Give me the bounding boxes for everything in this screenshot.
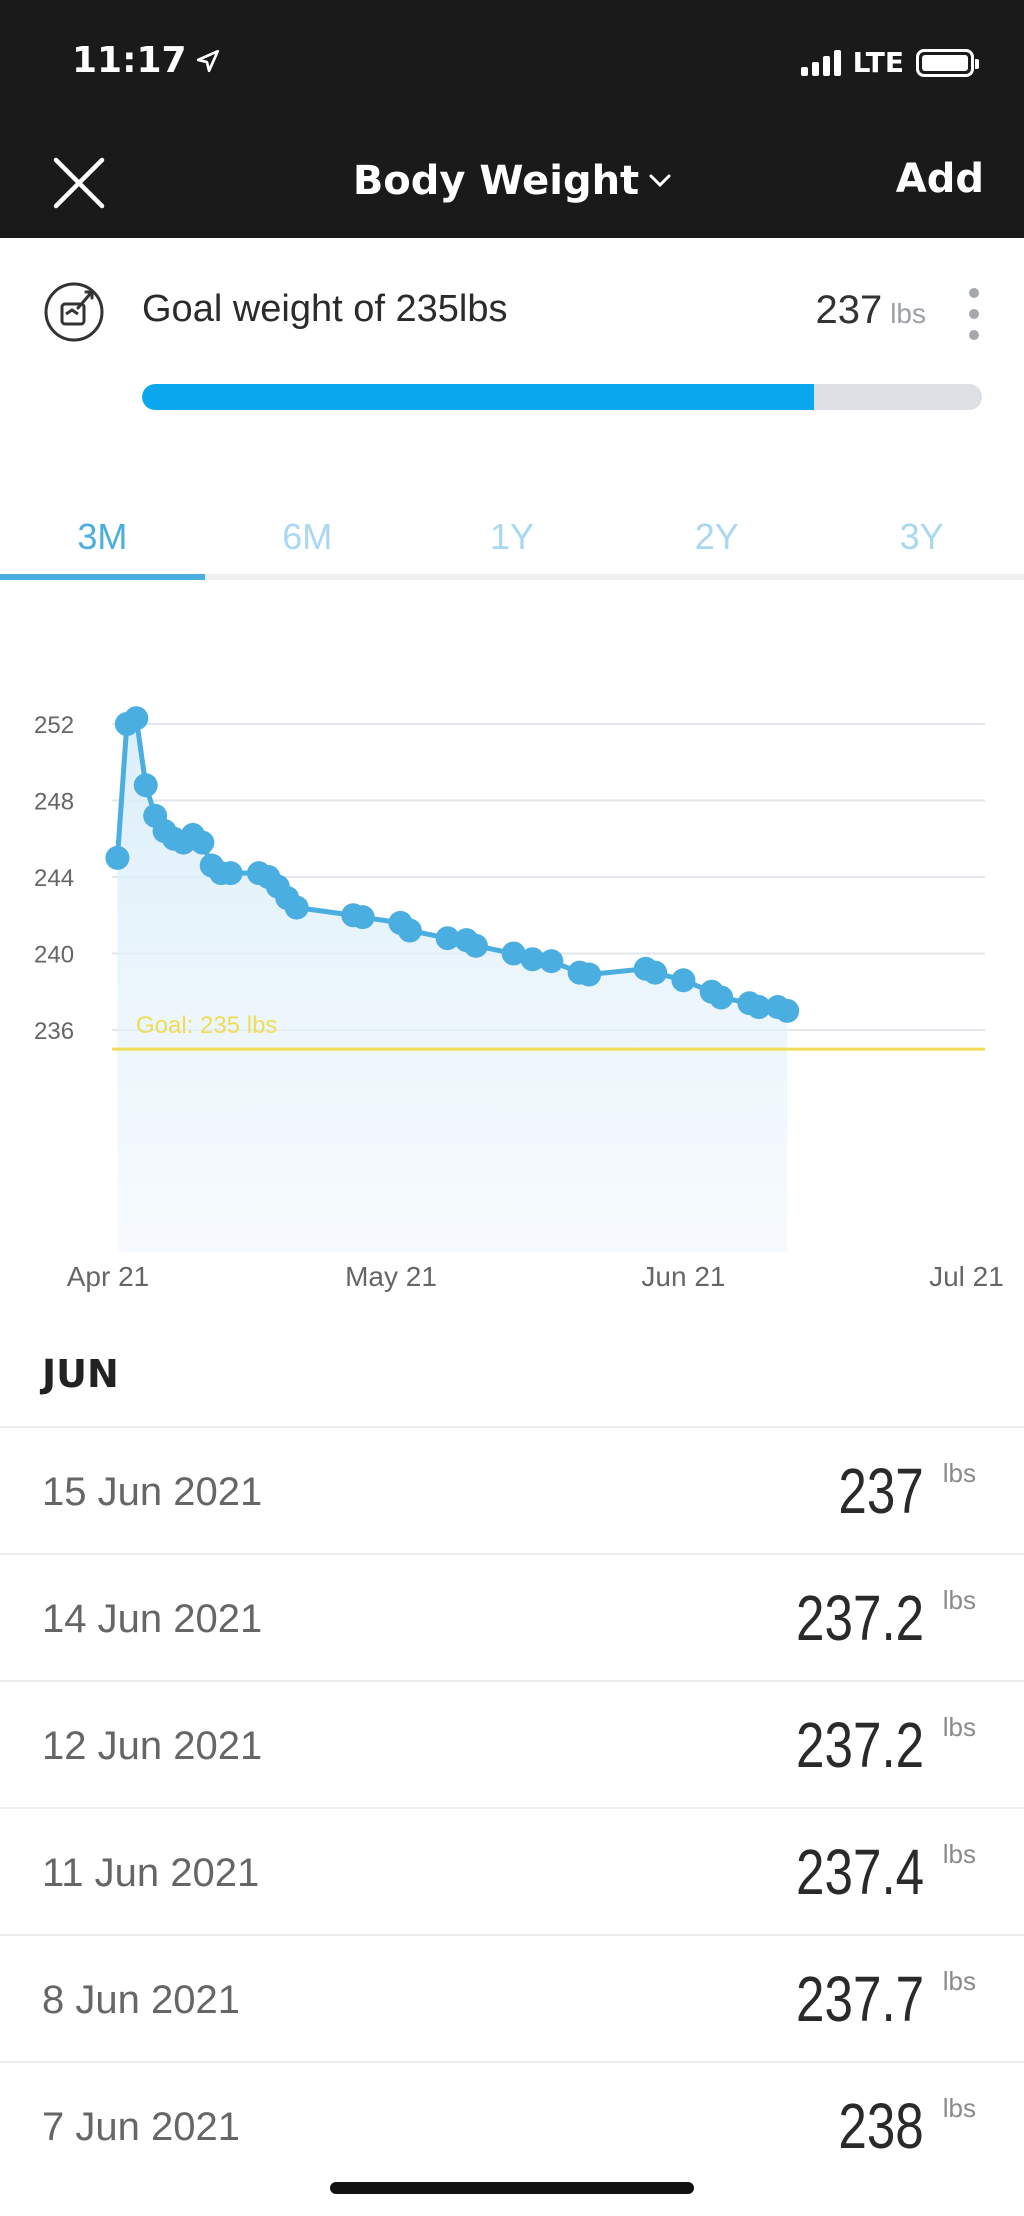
entry-unit: lbs [942, 2093, 976, 2123]
data-point [671, 968, 696, 993]
data-point [218, 861, 243, 886]
entry-date: 8 Jun 2021 [42, 1978, 240, 2022]
add-button[interactable]: Add [895, 156, 984, 202]
status-indicators: LTE [800, 46, 979, 79]
home-indicator[interactable] [330, 2182, 694, 2194]
network-label: LTE [852, 46, 904, 79]
weight-chart[interactable]: 252 248 244 240 236 Goal: 235 lbs Apr 21 May 21… [0, 600, 1024, 1300]
area-fill [117, 718, 788, 1252]
goal-line-label: Goal: 235 lbs [136, 1012, 277, 1039]
entry-unit: lbs [942, 1966, 976, 1996]
data-point [463, 933, 488, 958]
chevron-down-icon [649, 174, 671, 188]
entry-unit: lbs [942, 1839, 976, 1869]
current-weight-unit: lbs [890, 298, 926, 329]
entry-value: 237.2 [795, 1582, 924, 1654]
weight-entry-row[interactable]: 12 Jun 2021 237.2 lbs [0, 1680, 1024, 1807]
tab-1y[interactable]: 1Y [489, 516, 535, 557]
data-point [133, 773, 158, 798]
current-weight: 237 lbs [815, 288, 926, 333]
weight-entry-row[interactable]: 8 Jun 2021 237.7 lbs [0, 1934, 1024, 2061]
data-point [124, 706, 149, 731]
x-tick-label: Apr 21 [67, 1261, 150, 1292]
metric-selector[interactable]: Body Weight [0, 158, 1024, 204]
close-icon [53, 157, 105, 209]
weight-entry-row[interactable]: 14 Jun 2021 237.2 lbs [0, 1553, 1024, 1680]
entry-date: 15 Jun 2021 [42, 1470, 263, 1514]
goal-card[interactable]: Goal weight of 235lbs 237 lbs [0, 238, 1024, 488]
entry-date: 7 Jun 2021 [42, 2105, 240, 2149]
signal-icon [800, 49, 841, 76]
data-point [709, 985, 734, 1010]
data-point [775, 998, 800, 1023]
weight-chart-svg: 252 248 244 240 236 Goal: 235 lbs Apr 21 May 21… [34, 706, 1004, 1292]
location-arrow-icon [196, 49, 219, 72]
top-bar: 11:17 LTE Body Weight Add [0, 0, 1024, 238]
y-tick-label: 240 [34, 942, 74, 969]
entry-value: 237.2 [795, 1709, 924, 1781]
entry-date: 14 Jun 2021 [42, 1597, 263, 1641]
data-point [435, 926, 460, 951]
x-tick-label: Jul 21 [929, 1261, 1004, 1292]
weight-entries-list: 15 Jun 2021 237 lbs 14 Jun 2021 237.2 lbs 12 J… [0, 1426, 1024, 2188]
month-header: JUN [42, 1352, 119, 1396]
data-point [350, 905, 375, 930]
data-point [501, 941, 526, 966]
entry-unit: lbs [942, 1712, 976, 1742]
goal-description: Goal weight of 235lbs [142, 288, 508, 330]
entry-value: 238 [838, 2090, 924, 2162]
y-tick-label: 252 [34, 712, 74, 739]
entry-value: 237.4 [795, 1836, 924, 1908]
data-point [577, 962, 602, 987]
data-point [746, 995, 771, 1020]
entry-unit: lbs [942, 1458, 976, 1488]
range-tabs: 3M 6M 1Y 2Y 3Y [0, 500, 1024, 580]
entry-unit: lbs [942, 1585, 976, 1615]
entry-value: 237.7 [795, 1963, 924, 2035]
battery-icon [916, 48, 979, 77]
more-options-icon[interactable] [968, 288, 980, 340]
status-time-label: 11:17 [72, 40, 187, 81]
entry-date: 11 Jun 2021 [42, 1851, 260, 1895]
tab-6m[interactable]: 6M [282, 516, 333, 557]
tab-3y[interactable]: 3Y [899, 516, 944, 557]
tab-2y[interactable]: 2Y [694, 516, 739, 557]
data-point [105, 845, 130, 870]
goal-target-icon [42, 280, 106, 344]
entry-value: 237 [838, 1455, 924, 1527]
entry-date: 12 Jun 2021 [42, 1724, 263, 1768]
y-tick-label: 236 [34, 1018, 74, 1045]
y-tick-label: 244 [34, 865, 74, 892]
current-weight-value: 237 [815, 288, 883, 332]
status-time: 11:17 [72, 40, 221, 81]
data-point [643, 960, 668, 985]
data-point [539, 949, 564, 974]
x-tick-label: May 21 [345, 1261, 437, 1292]
data-point [397, 918, 422, 943]
data-point [520, 947, 545, 972]
data-point [284, 895, 309, 920]
close-button[interactable] [52, 156, 106, 210]
x-tick-label: Jun 21 [641, 1261, 725, 1292]
goal-progress-track [142, 384, 982, 410]
goal-progress-fill [142, 384, 814, 410]
weight-entry-row[interactable]: 11 Jun 2021 237.4 lbs [0, 1807, 1024, 1934]
y-tick-label: 248 [34, 789, 74, 816]
weight-entry-row[interactable]: 15 Jun 2021 237 lbs [0, 1426, 1024, 1553]
page-title: Body Weight [352, 158, 640, 204]
tab-3m[interactable]: 3M [0, 500, 205, 580]
data-point [190, 830, 215, 855]
weight-entry-row[interactable]: 7 Jun 2021 238 lbs [0, 2061, 1024, 2188]
